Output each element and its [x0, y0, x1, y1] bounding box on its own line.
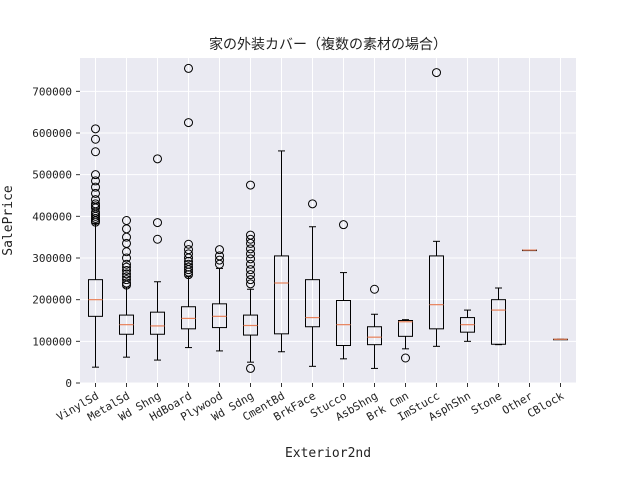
y-axis-ticks: 0 100000 200000 300000 400000 500000 600000 700… [32, 85, 80, 390]
box-body [274, 255, 289, 335]
box-plot [398, 319, 413, 363]
outlier-point [122, 232, 131, 242]
outlier-point [91, 176, 100, 186]
outlier-point [401, 353, 410, 363]
box-plot [181, 63, 196, 349]
outlier-point [153, 234, 162, 244]
outlier-point [122, 247, 131, 257]
box-plot [212, 245, 227, 352]
outlier-point [184, 239, 193, 249]
box-series [88, 63, 568, 373]
outlier-point [91, 170, 100, 180]
outlier-point [246, 259, 255, 269]
outlier-point [246, 254, 255, 264]
y-tick-label: 600000 [32, 127, 72, 140]
outlier-point [246, 238, 255, 248]
y-tick-label: 300000 [32, 252, 72, 265]
box-plot [88, 124, 103, 368]
box-plot [305, 199, 320, 367]
outlier-point [153, 218, 162, 228]
outlier-point [122, 253, 131, 263]
plot-area [80, 58, 576, 383]
box-plot [553, 338, 568, 341]
y-tick-label: 500000 [32, 169, 72, 182]
x-axis-label: Exterior2nd [285, 446, 371, 461]
box-plot [336, 220, 351, 360]
outlier-point [122, 275, 131, 285]
outlier-point [215, 259, 224, 269]
outlier-point [91, 217, 100, 227]
outlier-point [184, 270, 193, 280]
outlier-point [91, 134, 100, 144]
outlier-point [91, 182, 100, 192]
outlier-point [91, 211, 100, 221]
outlier-point [246, 249, 255, 259]
outlier-point [122, 259, 131, 269]
y-tick-label: 700000 [32, 85, 72, 98]
outlier-point [246, 180, 255, 190]
outlier-point [91, 188, 100, 198]
outlier-point [246, 270, 255, 280]
outlier-point [122, 262, 131, 272]
box-body [367, 326, 382, 346]
box-body [150, 311, 165, 335]
box-body [398, 320, 413, 337]
box-plot [150, 154, 165, 361]
outlier-point [122, 280, 131, 290]
y-tick-label: 0 [65, 377, 72, 390]
outlier-point [184, 265, 193, 275]
box-plot [491, 287, 506, 346]
box-plot [460, 309, 475, 342]
outlier-point [91, 213, 100, 223]
box-plot [367, 284, 382, 369]
outlier-point [91, 147, 100, 157]
box-plot [119, 216, 134, 358]
box-plot [522, 249, 537, 252]
outlier-point [184, 253, 193, 263]
outlier-point [215, 255, 224, 265]
y-tick-label: 400000 [32, 210, 72, 223]
box-body [429, 255, 444, 330]
outlier-point [153, 154, 162, 164]
box-plot [429, 68, 444, 347]
outlier-point [184, 118, 193, 128]
box-plot [243, 180, 258, 373]
y-axis-label: SalePrice [1, 185, 16, 256]
outlier-point [246, 234, 255, 244]
box-body [181, 306, 196, 330]
outlier-point [91, 124, 100, 134]
outlier-point [246, 363, 255, 373]
outlier-point [432, 68, 441, 78]
outlier-point [370, 284, 379, 294]
outlier-point [246, 244, 255, 254]
box-plot [274, 150, 289, 353]
outlier-point [122, 266, 131, 275]
outlier-point [339, 220, 348, 230]
box-body [88, 279, 103, 317]
outlier-point [184, 267, 193, 277]
box-body [212, 303, 227, 329]
box-body [336, 300, 351, 346]
gridlines [80, 58, 576, 384]
outlier-point [122, 278, 131, 288]
outlier-point [246, 279, 255, 289]
outlier-point [215, 245, 224, 255]
outlier-point [308, 199, 317, 209]
y-tick-label: 200000 [32, 294, 72, 307]
outlier-point [122, 269, 131, 279]
outlier-point [246, 275, 255, 285]
box-body [491, 299, 506, 345]
chart-title: 家の外装カバー（複数の素材の場合） [209, 36, 447, 53]
box-body [305, 279, 320, 328]
outlier-point [246, 265, 255, 275]
y-tick-label: 100000 [32, 335, 72, 348]
outlier-point [184, 63, 193, 73]
